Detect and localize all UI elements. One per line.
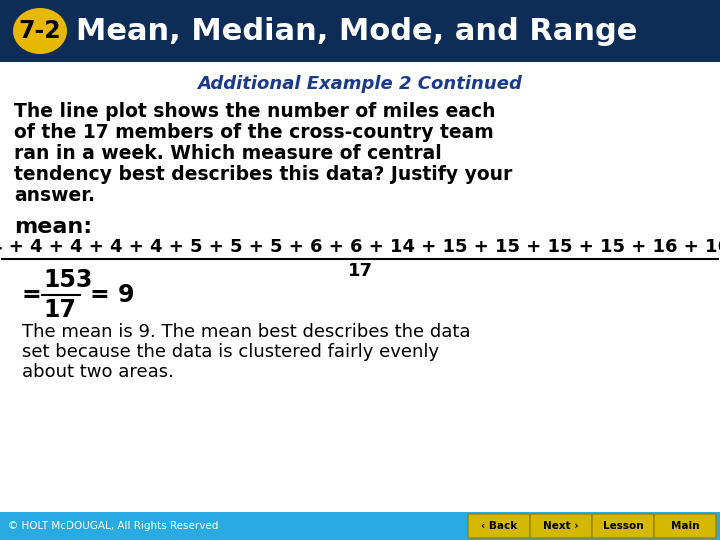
Text: 7-2: 7-2 <box>19 19 61 43</box>
Text: The mean is 9. The mean best describes the data: The mean is 9. The mean best describes t… <box>22 323 470 341</box>
Text: The line plot shows the number of miles each: The line plot shows the number of miles … <box>14 102 495 121</box>
Text: Mean, Median, Mode, and Range: Mean, Median, Mode, and Range <box>76 17 637 45</box>
Text: mean:: mean: <box>14 217 92 237</box>
Text: Lesson: Lesson <box>603 521 643 531</box>
Text: about two areas.: about two areas. <box>22 363 174 381</box>
FancyBboxPatch shape <box>592 514 654 538</box>
Text: tendency best describes this data? Justify your: tendency best describes this data? Justi… <box>14 165 513 184</box>
FancyBboxPatch shape <box>654 514 716 538</box>
Text: ‹ Back: ‹ Back <box>481 521 517 531</box>
Text: ran in a week. Which measure of central: ran in a week. Which measure of central <box>14 144 442 163</box>
Text: 17: 17 <box>348 262 372 280</box>
Text: = 9: = 9 <box>90 283 135 307</box>
Text: answer.: answer. <box>14 186 95 205</box>
Text: © HOLT McDOUGAL, All Rights Reserved: © HOLT McDOUGAL, All Rights Reserved <box>8 521 218 531</box>
Text: 153: 153 <box>43 268 92 292</box>
FancyBboxPatch shape <box>530 514 592 538</box>
Text: Main: Main <box>671 521 699 531</box>
Text: Next ›: Next › <box>544 521 579 531</box>
FancyBboxPatch shape <box>468 514 530 538</box>
Bar <box>0 0 720 62</box>
Text: of the 17 members of the cross-country team: of the 17 members of the cross-country t… <box>14 123 494 142</box>
Text: 4 + 4 + 4 + 4 + 4 + 5 + 5 + 5 + 6 + 6 + 14 + 15 + 15 + 15 + 15 + 16 + 16: 4 + 4 + 4 + 4 + 4 + 5 + 5 + 5 + 6 + 6 + … <box>0 238 720 256</box>
Text: Additional Example 2 Continued: Additional Example 2 Continued <box>197 75 523 93</box>
Text: 17: 17 <box>43 298 76 322</box>
Bar <box>0 512 720 540</box>
Text: set because the data is clustered fairly evenly: set because the data is clustered fairly… <box>22 343 439 361</box>
Ellipse shape <box>13 8 67 54</box>
Text: =: = <box>22 283 42 307</box>
